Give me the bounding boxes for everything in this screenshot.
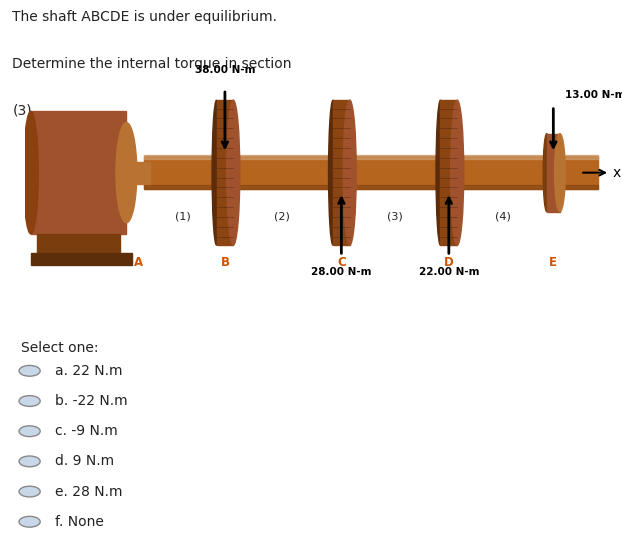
Ellipse shape [436,100,445,245]
Bar [440,100,457,245]
Ellipse shape [328,100,338,245]
Bar [333,100,350,245]
Circle shape [19,365,40,376]
Text: E: E [549,256,557,269]
Text: Select one:: Select one: [21,341,99,355]
Circle shape [19,396,40,406]
Bar [144,155,598,158]
Bar [144,156,598,189]
Text: 38.00 N-m: 38.00 N-m [195,65,255,75]
Text: e. 28 N.m: e. 28 N.m [55,485,123,499]
Text: d. 9 N.m: d. 9 N.m [55,454,114,468]
Bar [547,134,560,212]
Ellipse shape [24,112,39,234]
Text: The shaft ABCDE is under equilibrium.: The shaft ABCDE is under equilibrium. [12,10,277,24]
Text: D: D [444,256,453,269]
Bar [37,234,121,256]
Circle shape [19,486,40,497]
Bar [216,100,233,245]
Text: (4): (4) [494,212,511,222]
Text: 28.00 N-m: 28.00 N-m [311,267,371,278]
Text: b. -22 N.m: b. -22 N.m [55,394,128,408]
Text: (1): (1) [175,212,191,222]
Ellipse shape [212,100,221,245]
Ellipse shape [450,100,464,245]
Text: C: C [337,256,346,269]
Circle shape [19,426,40,437]
Text: (3): (3) [388,212,403,222]
Text: B: B [220,256,230,269]
Bar [31,253,132,265]
Text: c. -9 N.m: c. -9 N.m [55,424,118,438]
Text: 13.00 N-m: 13.00 N-m [565,90,622,100]
Text: a. 22 N.m: a. 22 N.m [55,364,123,378]
Ellipse shape [343,100,356,245]
Text: Determine the internal torque in section: Determine the internal torque in section [12,57,292,71]
Circle shape [19,456,40,467]
Text: f. None: f. None [55,515,104,529]
Text: (3).: (3). [12,103,37,118]
Ellipse shape [543,134,550,212]
Ellipse shape [226,100,240,245]
Bar [126,162,151,184]
Text: 22.00 N-m: 22.00 N-m [419,267,479,278]
Ellipse shape [555,134,565,212]
Bar [31,112,126,234]
Ellipse shape [116,122,137,223]
Text: (2): (2) [274,212,290,222]
Text: x: x [613,165,621,179]
Text: A: A [134,256,143,269]
Circle shape [19,516,40,527]
Bar [144,185,598,189]
